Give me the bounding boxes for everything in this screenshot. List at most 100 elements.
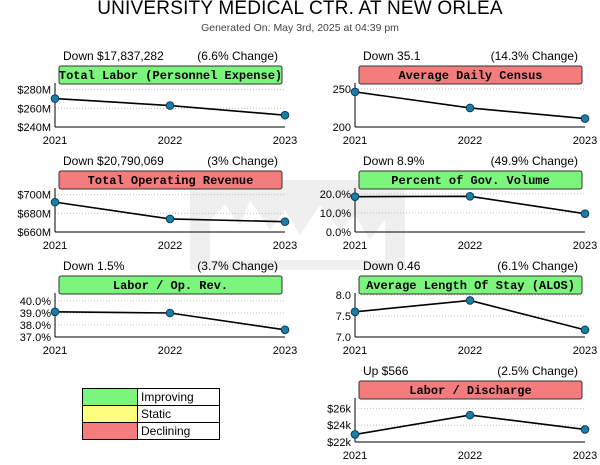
change-percent: (2.5% Change) (497, 364, 578, 378)
change-amount: Down 35.1 (363, 49, 421, 63)
chart-title: Labor / Discharge (409, 384, 531, 398)
change-amount: Down 8.9% (363, 154, 425, 168)
chart-panel: Down 8.9% (49.9% Change) 0.0% 10.0% 20.0% 202… (320, 154, 597, 252)
change-percent: (6.1% Change) (497, 259, 578, 273)
y-tick-label: 40.0% (20, 296, 51, 308)
data-point (50, 307, 60, 317)
x-tick-label: 2021 (343, 345, 367, 357)
x-tick-label: 2022 (158, 135, 182, 147)
change-amount: Down 1.5% (63, 259, 125, 273)
chart-title-box (58, 170, 283, 190)
y-tick-label: 37.0% (20, 332, 51, 344)
data-point (350, 192, 360, 201)
data-point (580, 325, 590, 335)
x-tick-label: 2022 (458, 450, 482, 462)
change-amount: Down $17,837,282 (63, 49, 164, 63)
data-point (350, 87, 360, 97)
x-tick-label: 2021 (343, 450, 367, 462)
chart-panel: Up $566 (2.5% Change) $22k $24k $26k 2021 2022… (327, 364, 597, 462)
change-percent: (6.6% Change) (197, 49, 278, 63)
chart-title: Average Length Of Stay (ALOS) (366, 279, 575, 293)
y-tick-label: $260M (17, 103, 51, 115)
chart-panel: Down $17,837,282 (6.6% Change) $240M $260M $… (17, 49, 297, 147)
y-tick-label: 7.5 (336, 311, 351, 323)
legend-item-static: Static (82, 405, 220, 423)
x-tick-label: 2023 (573, 135, 597, 147)
x-tick-label: 2021 (343, 240, 367, 252)
y-tick-label: 10.0% (320, 208, 351, 220)
data-point (280, 325, 290, 335)
chart-panel: Down 35.1 (14.3% Change) 200 250 2021 2022 202… (333, 49, 598, 147)
data-point (280, 110, 290, 120)
chart-title-box (358, 170, 583, 190)
data-point (50, 197, 60, 207)
chart-panel: Down 1.5% (3.7% Change) 37.0%38.0%39.0%40.… (20, 259, 297, 357)
data-point (350, 307, 360, 317)
data-point (465, 410, 475, 420)
page-title: UNIVERSITY MEDICAL CTR. AT NEW ORLEA (97, 0, 503, 19)
data-point (350, 430, 360, 439)
change-percent: (3.7% Change) (197, 259, 278, 273)
watermark-logo (190, 180, 405, 270)
y-tick-label: 8.0 (336, 290, 351, 302)
x-tick-label: 2022 (458, 240, 482, 252)
data-point (165, 101, 175, 110)
x-tick-label: 2022 (458, 135, 482, 147)
data-point (580, 114, 590, 123)
change-amount: Down $20,790,069 (63, 154, 164, 168)
x-tick-label: 2021 (43, 240, 67, 252)
change-percent: (49.9% Change) (491, 154, 578, 168)
x-tick-label: 2022 (158, 345, 182, 357)
legend-swatch-declining (82, 422, 138, 440)
chart-title-box (58, 275, 283, 295)
data-point (580, 425, 590, 434)
data-point (465, 192, 475, 201)
y-tick-label: $24k (327, 420, 351, 432)
x-tick-label: 2022 (158, 240, 182, 252)
data-point (50, 94, 60, 103)
y-tick-label: 0.0% (326, 227, 351, 239)
y-tick-label: $280M (17, 85, 51, 97)
data-point (465, 296, 475, 305)
chart-title-box (358, 275, 583, 295)
legend-item-declining: Declining (82, 422, 220, 440)
y-tick-label: $700M (17, 190, 51, 202)
legend-label: Declining (137, 422, 220, 440)
chart-title: Total Labor (Personnel Expense) (59, 69, 282, 83)
change-amount: Up $566 (363, 364, 409, 378)
y-tick-label: $680M (17, 208, 51, 220)
legend-label: Improving (137, 388, 220, 406)
y-tick-label: $240M (17, 122, 51, 134)
x-tick-label: 2021 (43, 135, 67, 147)
series-line (354, 299, 586, 331)
y-tick-label: 250 (333, 84, 351, 96)
x-tick-label: 2021 (343, 135, 367, 147)
y-tick-label: $26k (327, 403, 351, 415)
data-point (165, 308, 175, 318)
x-tick-label: 2022 (458, 345, 482, 357)
y-tick-label: $660M (17, 227, 51, 239)
chart-title-box (58, 65, 283, 85)
chart-title: Total Operating Revenue (88, 174, 254, 188)
chart-title: Percent of Gov. Volume (391, 174, 549, 188)
x-tick-label: 2023 (573, 345, 597, 357)
x-tick-label: 2023 (273, 240, 297, 252)
y-tick-label: 7.0 (336, 332, 351, 344)
status-legend: Improving Static Declining (82, 388, 220, 440)
data-point (280, 217, 290, 227)
legend-item-improving: Improving (82, 388, 220, 406)
x-tick-label: 2021 (43, 345, 67, 357)
data-point (165, 214, 175, 224)
generated-timestamp: Generated On: May 3rd, 2025 at 04:39 pm (201, 22, 399, 34)
change-percent: (14.3% Change) (491, 49, 578, 63)
y-tick-label: 38.0% (20, 320, 51, 332)
data-point (465, 103, 475, 113)
chart-title: Labor / Op. Rev. (113, 279, 228, 293)
y-tick-label: $22k (327, 437, 351, 449)
legend-swatch-static (82, 405, 138, 423)
y-tick-label: 20.0% (320, 189, 351, 201)
chart-title-box (358, 65, 583, 85)
y-tick-label: 200 (333, 122, 351, 134)
x-tick-label: 2023 (573, 240, 597, 252)
